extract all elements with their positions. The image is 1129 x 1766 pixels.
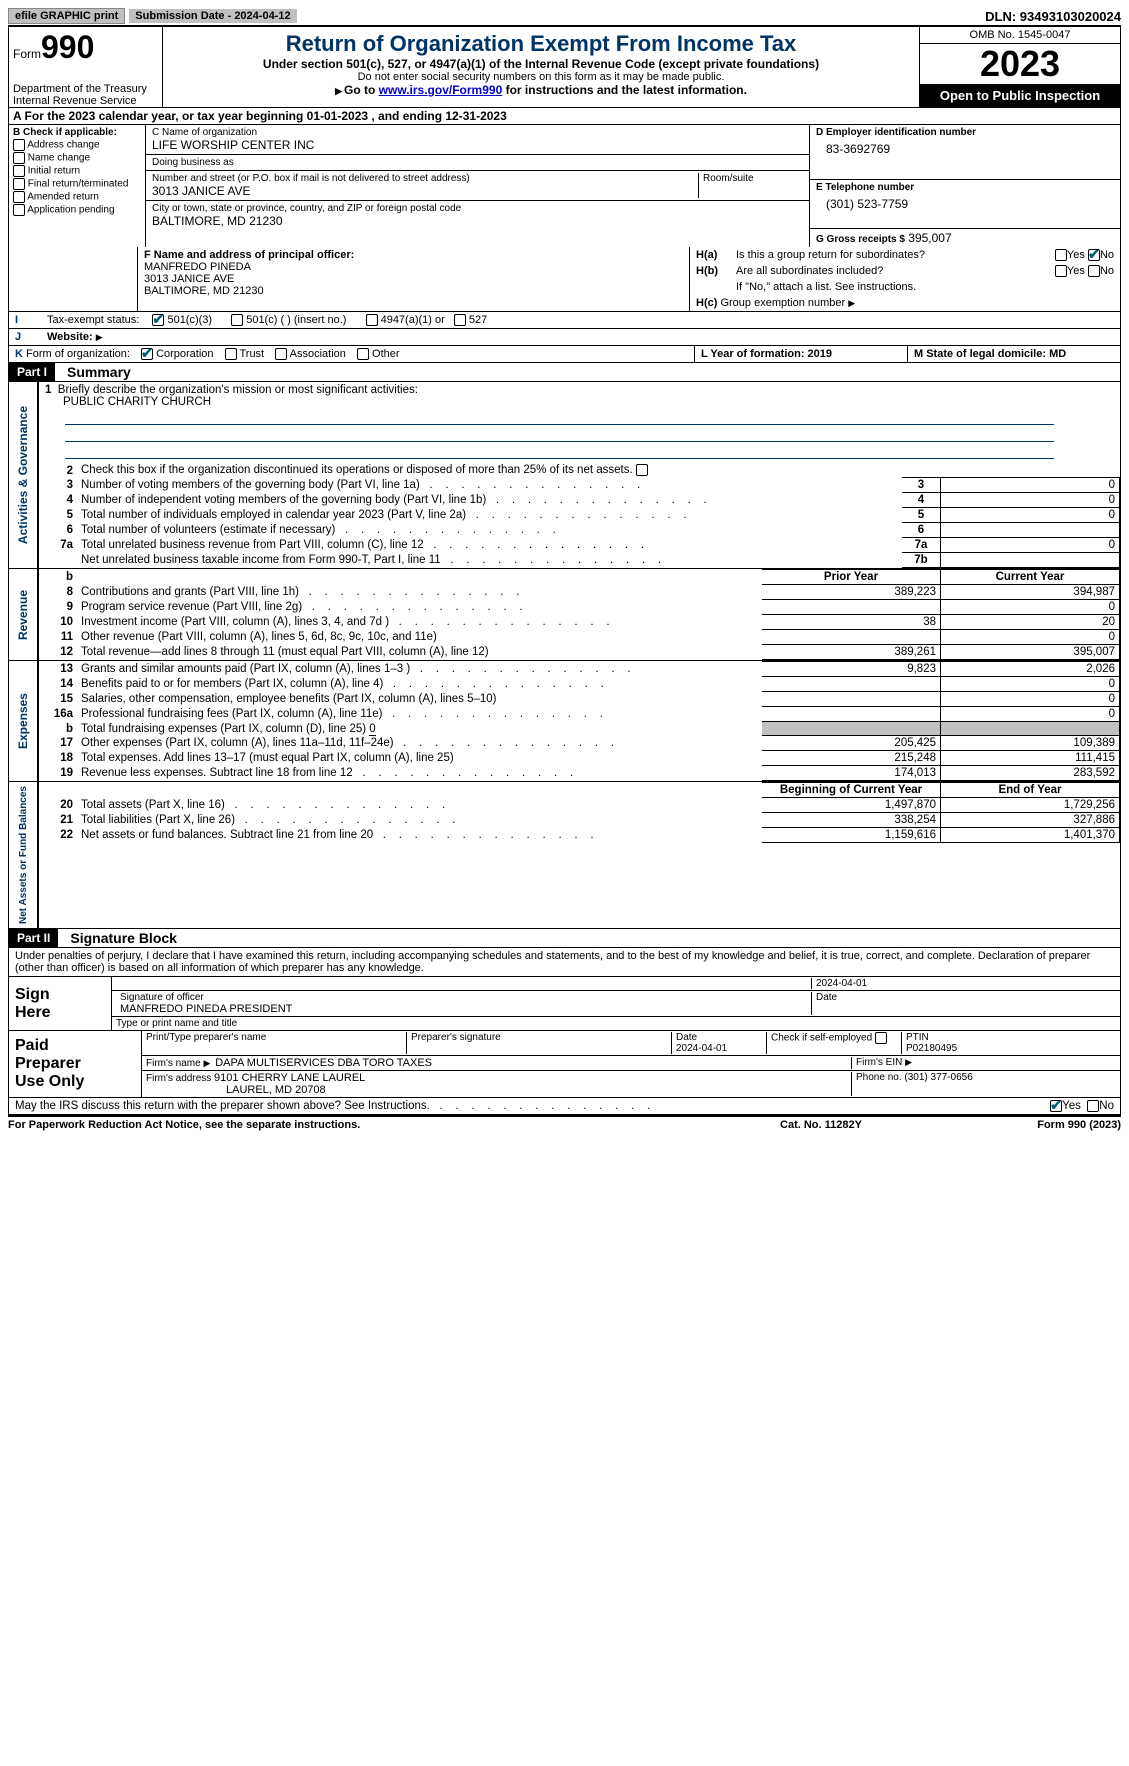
side-governance: Activities & Governance <box>14 402 32 548</box>
officer-street: 3013 JANICE AVE <box>144 273 683 285</box>
row-klm: K Form of organization: Corporation Trus… <box>8 346 1121 363</box>
d-label: D Employer identification number <box>816 127 1114 138</box>
chk-hb-no[interactable] <box>1088 265 1100 277</box>
c-name-label: C Name of organization <box>152 127 803 138</box>
row-f-h: F Name and address of principal officer:… <box>8 247 1121 312</box>
efile-print-button[interactable]: efile GRAPHIC print <box>8 8 125 24</box>
top-bar: efile GRAPHIC print Submission Date - 20… <box>8 8 1121 27</box>
row-j: J Website: <box>8 329 1121 346</box>
chk-name-change[interactable] <box>13 152 25 164</box>
rev8-prior: 389,223 <box>762 585 941 600</box>
year-formation: L Year of formation: 2019 <box>694 346 907 362</box>
mission-value: PUBLIC CHARITY CHURCH <box>45 396 1114 408</box>
form-number: Form990 <box>13 29 158 66</box>
part1-header: Part I Summary <box>8 363 1121 382</box>
officer-city: BALTIMORE, MD 21230 <box>144 285 683 297</box>
ptin-value: P02180495 <box>906 1043 957 1054</box>
chk-association[interactable] <box>275 348 287 360</box>
department: Department of the Treasury Internal Reve… <box>13 83 158 107</box>
city-label: City or town, state or province, country… <box>152 203 803 214</box>
chk-corporation[interactable] <box>141 348 153 360</box>
chk-501c[interactable] <box>231 314 243 326</box>
val-7a: 0 <box>941 538 1120 553</box>
sign-here-block: SignHere 2024-04-01 Signature of officer… <box>8 977 1121 1031</box>
form-title: Return of Organization Exempt From Incom… <box>167 31 915 57</box>
dln: DLN: 93493103020024 <box>985 9 1121 24</box>
f-label: F Name and address of principal officer: <box>144 249 683 261</box>
val-6 <box>941 523 1120 538</box>
val-4: 0 <box>941 493 1120 508</box>
instructions-link: Go to www.irs.gov/Form990 for instructio… <box>167 83 915 97</box>
rev8-cur: 394,987 <box>941 585 1120 600</box>
street: 3013 JANICE AVE <box>152 184 698 198</box>
g-label: G Gross receipts $ <box>816 234 905 245</box>
paid-preparer-label: PaidPreparerUse Only <box>9 1031 142 1097</box>
side-expenses: Expenses <box>14 689 32 753</box>
firm-name: DAPA MULTISERVICES DBA TORO TAXES <box>215 1057 432 1069</box>
chk-hb-yes[interactable] <box>1055 265 1067 277</box>
chk-ha-yes[interactable] <box>1055 249 1067 261</box>
val-7b <box>941 553 1120 568</box>
officer-signature: MANFREDO PINEDA PRESIDENT <box>120 1003 811 1015</box>
dba-label: Doing business as <box>152 157 803 168</box>
page-footer: For Paperwork Reduction Act Notice, see … <box>8 1115 1121 1131</box>
form-subtitle: Under section 501(c), 527, or 4947(a)(1)… <box>167 57 915 71</box>
chk-amended-return[interactable] <box>13 191 25 203</box>
side-revenue: Revenue <box>14 586 32 644</box>
submission-date: Submission Date - 2024-04-12 <box>129 9 296 23</box>
firm-phone: (301) 377-0656 <box>904 1072 972 1083</box>
val-3: 0 <box>941 478 1120 493</box>
omb-number: OMB No. 1545-0047 <box>920 27 1120 44</box>
chk-discuss-yes[interactable] <box>1050 1100 1062 1112</box>
room-label: Room/suite <box>703 173 803 184</box>
penalty-statement: Under penalties of perjury, I declare th… <box>8 948 1121 977</box>
chk-trust[interactable] <box>225 348 237 360</box>
row-a-taxyear: A For the 2023 calendar year, or tax yea… <box>8 108 1121 125</box>
chk-application-pending[interactable] <box>13 204 25 216</box>
sign-date: 2024-04-01 <box>812 978 1116 989</box>
hc-label: Group exemption number <box>720 297 845 309</box>
gross-receipts: 395,007 <box>908 231 951 245</box>
state-domicile: M State of legal domicile: MD <box>907 346 1120 362</box>
entity-info: B Check if applicable: Address change Na… <box>8 125 1121 247</box>
chk-ha-no[interactable] <box>1088 249 1100 261</box>
phone: (301) 523-7759 <box>816 193 1114 215</box>
e-label: E Telephone number <box>816 182 1114 193</box>
chk-discuss-no[interactable] <box>1087 1100 1099 1112</box>
open-to-public: Open to Public Inspection <box>920 84 1120 107</box>
chk-other[interactable] <box>357 348 369 360</box>
firm-address: 9101 CHERRY LANE LAUREL <box>214 1072 365 1084</box>
chk-discontinued[interactable] <box>636 464 648 476</box>
org-name: LIFE WORSHIP CENTER INC <box>152 138 803 152</box>
tax-year: 2023 <box>920 44 1120 84</box>
ein: 83-3692769 <box>816 138 1114 160</box>
city: BALTIMORE, MD 21230 <box>152 214 803 228</box>
part2-header: Part II Signature Block <box>8 929 1121 948</box>
hb-note: If "No," attach a list. See instructions… <box>690 279 1120 295</box>
ssn-note: Do not enter social security numbers on … <box>167 71 915 83</box>
hb-question: Are all subordinates included? <box>736 265 994 277</box>
chk-final-return[interactable] <box>13 178 25 190</box>
paid-preparer-block: PaidPreparerUse Only Print/Type preparer… <box>8 1031 1121 1098</box>
row-i: I Tax-exempt status: 501(c)(3) 501(c) ( … <box>8 312 1121 329</box>
chk-501c3[interactable] <box>152 314 164 326</box>
sign-here-label: SignHere <box>9 977 112 1030</box>
chk-527[interactable] <box>454 314 466 326</box>
val-5: 0 <box>941 508 1120 523</box>
chk-initial-return[interactable] <box>13 165 25 177</box>
ha-question: Is this a group return for subordinates? <box>736 249 994 261</box>
form-header: Form990 Department of the Treasury Inter… <box>8 27 1121 108</box>
mission-label: Briefly describe the organization's miss… <box>58 384 418 396</box>
chk-address-change[interactable] <box>13 139 25 151</box>
discuss-row: May the IRS discuss this return with the… <box>8 1098 1121 1115</box>
chk-4947[interactable] <box>366 314 378 326</box>
side-netassets: Net Assets or Fund Balances <box>16 782 31 928</box>
chk-self-employed[interactable] <box>875 1032 887 1044</box>
irs-link[interactable]: www.irs.gov/Form990 <box>379 83 503 97</box>
street-label: Number and street (or P.O. box if mail i… <box>152 173 698 184</box>
b-label: B Check if applicable: <box>13 127 141 138</box>
officer-name: MANFREDO PINEDA <box>144 261 683 273</box>
